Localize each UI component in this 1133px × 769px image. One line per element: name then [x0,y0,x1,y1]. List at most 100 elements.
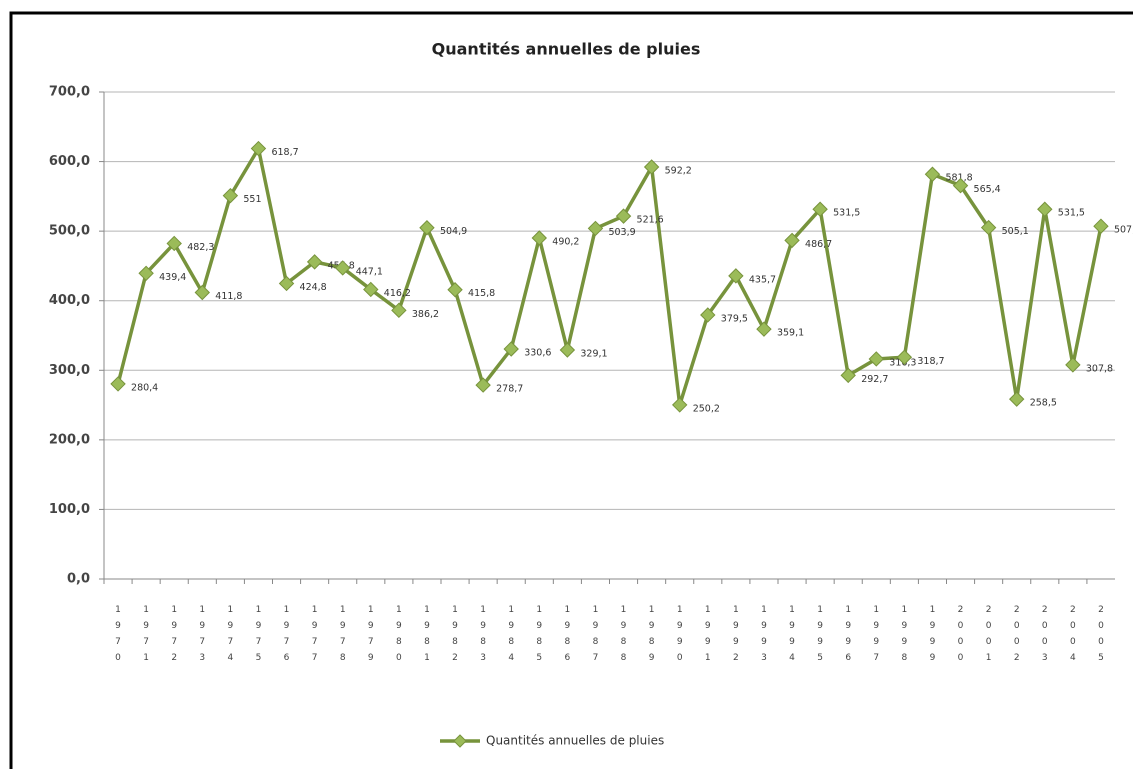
x-tick-char: 8 [621,653,627,663]
marker [812,201,828,217]
x-tick-char: 1 [340,605,346,615]
value-label: 250,2 [693,403,720,414]
y-tick-label: 400,0 [49,293,90,308]
x-tick-char: 9 [340,621,346,631]
value-label: 258,5 [1030,398,1057,409]
value-label: 329,1 [580,349,607,360]
value-label: 521,6 [637,215,664,226]
x-tick-char: 1 [256,605,262,615]
x-tick-char: 7 [340,637,346,647]
marker [756,321,772,337]
x-tick-char: 7 [256,637,262,647]
x-tick-char: 9 [789,621,795,631]
x-tick-char: 9 [789,637,795,647]
value-label: 411,8 [215,291,242,302]
marker [784,232,800,249]
value-label: 318,7 [917,356,944,367]
x-tick-char: 5 [536,653,542,663]
x-tick-char: 7 [593,653,599,663]
x-tick-char: 4 [789,653,795,663]
value-label: 330,6 [524,347,551,358]
x-tick-char: 9 [508,621,514,631]
x-tick-char: 8 [340,653,346,663]
x-tick-char: 8 [396,637,402,647]
marker [1009,391,1025,407]
x-tick-char: 7 [228,637,234,647]
x-tick-char: 1 [368,605,374,615]
x-tick-char: 9 [902,621,908,631]
legend-label: Quantités annuelles de pluies [486,734,664,748]
marker [222,187,239,204]
x-tick-char: 9 [705,621,711,631]
x-tick-char: 0 [986,637,992,647]
value-label: 581,8 [945,173,972,184]
value-label: 386,2 [412,309,439,320]
marker [250,140,267,157]
x-tick-char: 1 [480,605,486,615]
marker [1093,218,1109,234]
x-tick-char: 1 [312,605,318,615]
marker [980,219,997,236]
x-tick-char: 9 [733,621,739,631]
x-tick-char: 9 [593,621,599,631]
value-label: 503,9 [608,227,635,238]
x-tick-char: 9 [845,621,851,631]
x-tick-char: 9 [649,621,655,631]
x-tick-char: 5 [817,653,823,663]
x-tick-char: 0 [1098,621,1104,631]
y-tick-label: 0,0 [67,572,90,587]
x-tick-char: 9 [368,653,374,663]
marker [1037,201,1053,217]
x-tick-char: 9 [873,621,879,631]
x-tick-char: 3 [199,653,205,663]
x-tick-char: 2 [171,653,177,663]
value-label: 551 [243,194,261,205]
x-tick-char: 2 [986,605,992,615]
x-tick-char: 0 [1098,637,1104,647]
x-tick-char: 4 [228,653,234,663]
x-tick-char: 7 [312,653,318,663]
x-tick-char: 9 [171,621,177,631]
x-tick-char: 2 [452,653,458,663]
value-label: 379,5 [721,313,748,324]
value-label: 307,8 [1086,363,1113,374]
marker [840,367,856,384]
x-tick-char: 1 [565,605,571,615]
x-tick-char: 9 [902,637,908,647]
x-tick-char: 9 [284,621,290,631]
marker [194,284,210,301]
x-tick-char: 8 [902,653,908,663]
y-tick-label: 200,0 [49,432,90,447]
x-tick-char: 1 [677,605,683,615]
x-tick-char: 0 [1042,621,1048,631]
x-tick-char: 9 [705,637,711,647]
x-tick-char: 0 [986,621,992,631]
x-tick-char: 9 [930,637,936,647]
x-tick-char: 9 [845,637,851,647]
value-label: 592,2 [665,165,692,176]
x-tick-char: 7 [368,637,374,647]
x-tick-char: 1 [115,605,121,615]
marker [531,230,547,246]
x-tick-char: 8 [565,637,571,647]
marker [419,220,435,236]
x-tick-char: 1 [733,605,739,615]
x-tick-char: 6 [565,653,571,663]
x-tick-char: 9 [621,621,627,631]
x-tick-char: 9 [536,621,542,631]
x-tick-char: 9 [761,621,767,631]
